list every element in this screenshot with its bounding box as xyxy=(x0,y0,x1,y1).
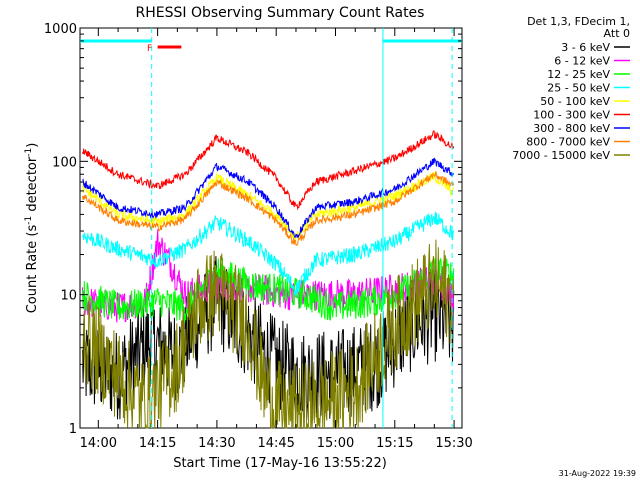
legend-label: 800 - 7000 keV xyxy=(526,136,610,149)
legend-label: 100 - 300 keV xyxy=(533,109,610,122)
legend-label: 7000 - 15000 keV xyxy=(512,149,610,162)
legend-label: 50 - 100 keV xyxy=(540,95,610,108)
y-tick-label: 1000 xyxy=(44,22,77,37)
series-line xyxy=(82,130,455,211)
tick-layer: 14:00 14:15 14:30 14:45 15:00 15:15 15:30 1 10 10… xyxy=(44,22,473,451)
series-line xyxy=(82,229,455,323)
annotation-layer: F xyxy=(80,28,462,428)
x-tick-label: 15:15 xyxy=(376,436,413,451)
x-axis-label: Start Time (17-May-16 13:55:22) xyxy=(173,456,387,471)
series-layer xyxy=(82,130,455,429)
series-line xyxy=(82,157,455,239)
series-line xyxy=(82,171,455,242)
series-line xyxy=(82,257,455,323)
x-tick-label: 14:30 xyxy=(198,436,235,451)
legend-label: 6 - 12 keV xyxy=(554,55,610,68)
series-line xyxy=(82,211,455,297)
legend-header: Det 1,3, FDecim 1, xyxy=(527,15,630,28)
series-line xyxy=(82,171,455,247)
y-axis-label: Count Rate (s-1 detector-1) xyxy=(24,143,40,314)
series-line xyxy=(82,239,455,429)
chart-title: RHESSI Observing Summary Count Rates xyxy=(136,5,425,21)
footer-date: 31-Aug-2022 19:39 xyxy=(559,469,636,478)
y-tick-label: 1 xyxy=(69,422,77,437)
y-tick-label: 10 xyxy=(60,289,77,304)
legend-label: 25 - 50 keV xyxy=(547,82,610,95)
legend-header: Att 0 xyxy=(604,27,630,40)
legend-label: 12 - 25 keV xyxy=(547,68,610,81)
x-tick-label: 15:30 xyxy=(435,436,472,451)
legend-label: 3 - 6 keV xyxy=(561,41,610,54)
x-tick-label: 14:45 xyxy=(257,436,294,451)
x-tick-label: 14:15 xyxy=(139,436,176,451)
flare-label: F xyxy=(147,44,152,54)
y-tick-label: 100 xyxy=(52,155,77,170)
x-tick-label: 15:00 xyxy=(317,436,354,451)
legend-label: 300 - 800 keV xyxy=(533,122,610,135)
x-tick-label: 14:00 xyxy=(80,436,117,451)
